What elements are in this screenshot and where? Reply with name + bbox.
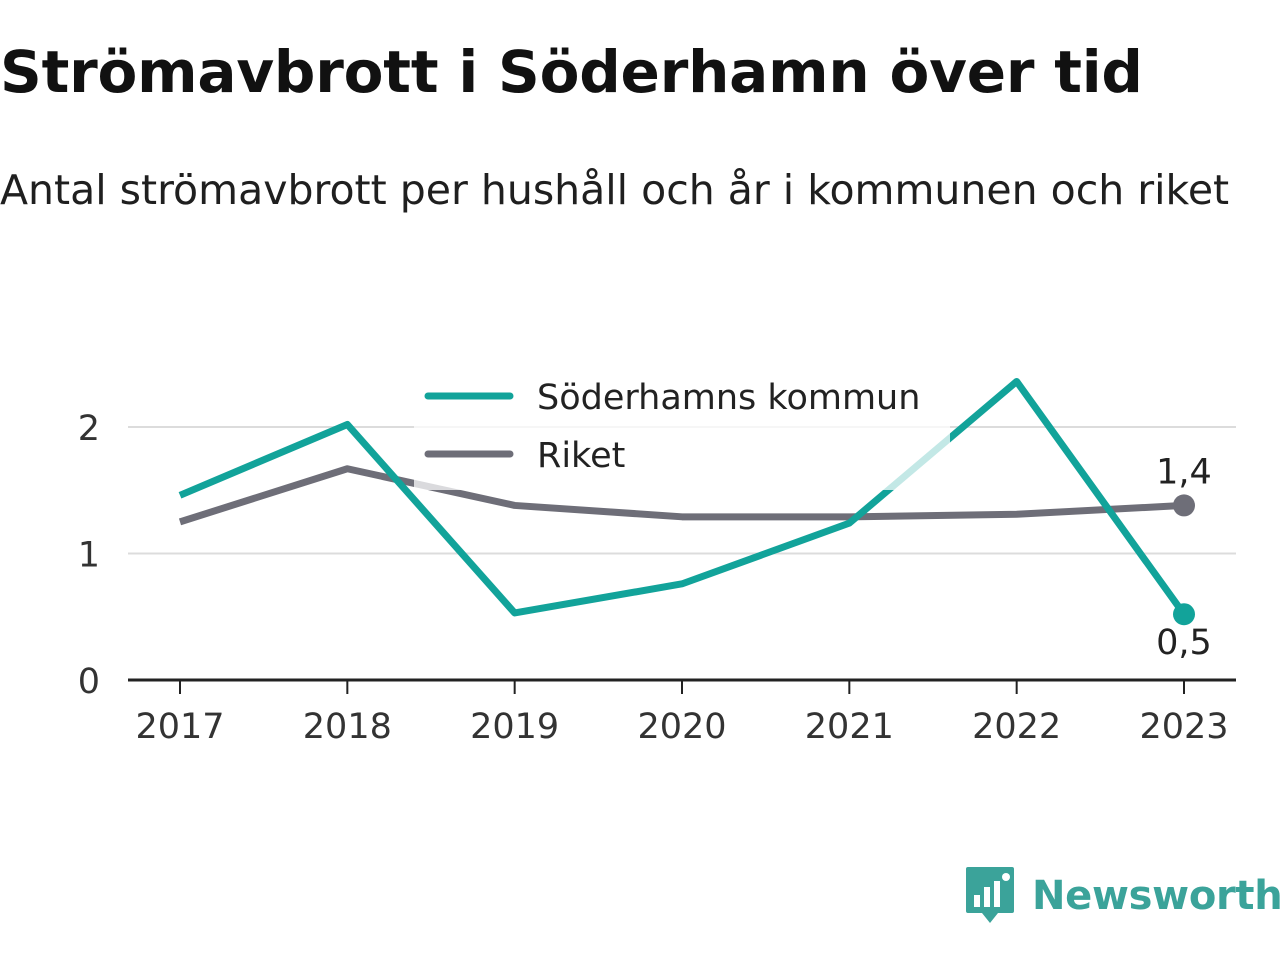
x-axis: 2017 2018 2019 2020 2021 2022 2023 bbox=[128, 678, 1236, 747]
series-lines bbox=[178, 377, 1187, 617]
y-tick-label: 2 bbox=[78, 409, 100, 449]
x-tick-label: 2019 bbox=[470, 707, 559, 747]
end-value-label: 1,4 bbox=[1156, 452, 1212, 492]
y-axis: 0 1 2 bbox=[78, 409, 100, 702]
legend-label: Söderhamns kommun bbox=[537, 378, 920, 418]
end-point bbox=[1173, 494, 1195, 517]
x-tick-label: 2020 bbox=[637, 707, 726, 747]
x-tick-label: 2022 bbox=[972, 707, 1061, 747]
x-tick-label: 2017 bbox=[135, 707, 224, 747]
series-line bbox=[178, 377, 1187, 617]
brand-name: Newsworthy bbox=[1032, 873, 1280, 919]
end-labels: 0,5 1,4 bbox=[1156, 452, 1212, 663]
legend-label: Riket bbox=[537, 436, 625, 476]
legend-background bbox=[414, 364, 950, 490]
chart-title: Strömavbrott i Söderhamn över tid bbox=[0, 38, 1143, 106]
brand-logo: Newsworthy bbox=[964, 864, 1280, 928]
x-tick-label: 2018 bbox=[303, 707, 392, 747]
newsworthy-logo-icon bbox=[966, 867, 1014, 923]
chart-subtitle: Antal strömavbrott per hushåll och år i … bbox=[0, 166, 1230, 214]
end-point bbox=[1173, 603, 1195, 626]
series-line bbox=[178, 465, 1185, 526]
y-tick-label: 1 bbox=[78, 536, 100, 576]
y-tick-label: 0 bbox=[78, 662, 100, 702]
x-tick-label: 2021 bbox=[805, 707, 894, 747]
x-tick-label: 2023 bbox=[1139, 707, 1228, 747]
legend: Söderhamns kommun Riket bbox=[414, 364, 950, 490]
end-value-label: 0,5 bbox=[1156, 623, 1212, 663]
